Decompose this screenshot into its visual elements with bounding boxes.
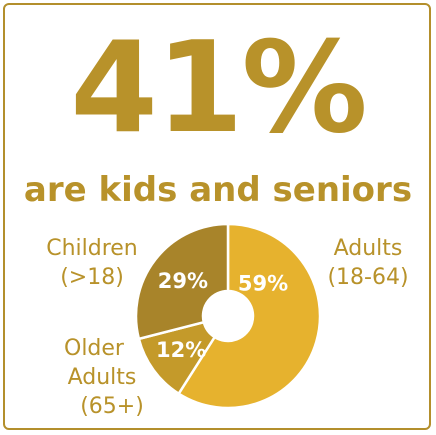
legend-label-older-adults: Older Adults (65+)	[38, 334, 150, 421]
legend-label-older-adults-range: (65+)	[80, 394, 144, 419]
subhead-text: are kids and seniors	[23, 170, 413, 210]
slice-label-adults: 59%	[238, 271, 288, 295]
legend-label-children-range: (>18)	[60, 265, 124, 290]
legend-label-children-name: Children	[46, 236, 138, 261]
headline-percent: 41%	[70, 14, 368, 161]
slice-children	[134, 222, 230, 341]
legend-label-children: Children (>18)	[30, 234, 154, 292]
slice-label-children: 29%	[158, 269, 208, 293]
legend-label-older-adults-name-1: Older	[64, 336, 124, 361]
slice-adults	[176, 222, 322, 410]
legend-label-older-adults-name-2: Adults	[67, 365, 137, 390]
legend-label-adults-name: Adults	[333, 236, 403, 261]
legend-label-adults-range: (18-64)	[327, 265, 409, 290]
slice-label-older-adults: 12%	[156, 338, 206, 362]
legend-label-adults: Adults (18-64)	[304, 234, 432, 292]
